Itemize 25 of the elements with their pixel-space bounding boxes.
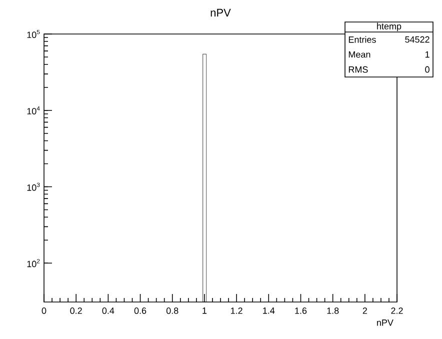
x-tick-label: 0.2 [70, 308, 82, 314]
y-tick-label: 10$^{2}$ [27, 259, 40, 268]
x-tick-label: 1.4 [263, 308, 275, 314]
x-tick-label: 0.8 [166, 308, 178, 314]
text: 54522 [405, 36, 430, 43]
x-tick-label: 2 [362, 308, 367, 314]
x-tick-label: 1.2 [230, 308, 242, 314]
text: 0 [425, 66, 430, 73]
x-tick-label: 0 [42, 308, 46, 314]
chart-title: nPV [210, 8, 231, 16]
y-tick-label: 10$^{5}$ [27, 30, 40, 38]
text: htemp [377, 22, 402, 32]
x-tick-label: 0.4 [102, 308, 114, 314]
x-tick-label: 2.2 [391, 308, 403, 314]
text: 1 [425, 51, 430, 58]
x-axis-title: nPV [377, 320, 394, 326]
x-tick-label: 1.8 [327, 308, 339, 314]
x-tick-label: 1 [202, 308, 207, 314]
y-tick-label: 10$^{3}$ [27, 182, 40, 191]
annotation: Entries [348, 36, 376, 43]
x-tick-label: 0.6 [134, 308, 146, 314]
annotation: RMS [348, 66, 368, 73]
x-tick-label: 1.6 [295, 308, 307, 314]
annotation: Mean [348, 51, 370, 58]
y-tick-label: 10$^{4}$ [27, 106, 40, 114]
